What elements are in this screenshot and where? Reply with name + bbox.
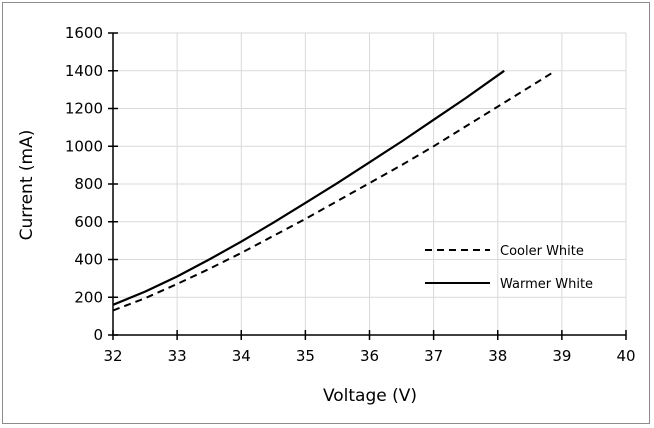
y-tick-label: 0 bbox=[93, 326, 103, 344]
legend-label-cooler-white: Cooler White bbox=[500, 244, 584, 259]
x-tick-label: 38 bbox=[488, 347, 507, 365]
axes bbox=[108, 32, 627, 340]
x-axis-title: Voltage (V) bbox=[323, 386, 417, 406]
x-tick-label: 32 bbox=[103, 347, 122, 365]
legend-label-warmer-white: Warmer White bbox=[500, 277, 593, 292]
y-tick-label: 1600 bbox=[65, 24, 103, 42]
x-tick-label: 36 bbox=[360, 347, 379, 365]
x-tick-label: 34 bbox=[232, 347, 251, 365]
y-tick-labels: 0 200 400 600 800 1000 1200 1400 1600 bbox=[65, 24, 103, 344]
x-tick-label: 40 bbox=[616, 347, 635, 365]
y-tick-label: 1000 bbox=[65, 137, 103, 155]
y-tick-label: 600 bbox=[74, 213, 103, 231]
y-axis-title: Current (mA) bbox=[17, 130, 37, 241]
grid-lines bbox=[113, 32, 627, 335]
y-tick-label: 1200 bbox=[65, 100, 103, 118]
y-tick-label: 400 bbox=[74, 251, 103, 269]
x-tick-labels: 32 33 34 35 36 37 38 39 40 bbox=[103, 347, 635, 365]
x-tick-label: 37 bbox=[424, 347, 443, 365]
x-tick-label: 39 bbox=[552, 347, 571, 365]
series-lines bbox=[112, 69, 557, 312]
legend: Cooler White Warmer White bbox=[425, 244, 593, 292]
x-tick-label: 33 bbox=[168, 347, 187, 365]
chart-frame bbox=[2, 2, 650, 424]
series-line-warmer-white bbox=[112, 69, 505, 306]
y-tick-label: 1400 bbox=[65, 62, 103, 80]
x-tick-label: 35 bbox=[296, 347, 315, 365]
y-tick-label: 800 bbox=[74, 175, 103, 193]
y-tick-label: 200 bbox=[74, 288, 103, 306]
series-line-cooler-white bbox=[112, 69, 557, 312]
